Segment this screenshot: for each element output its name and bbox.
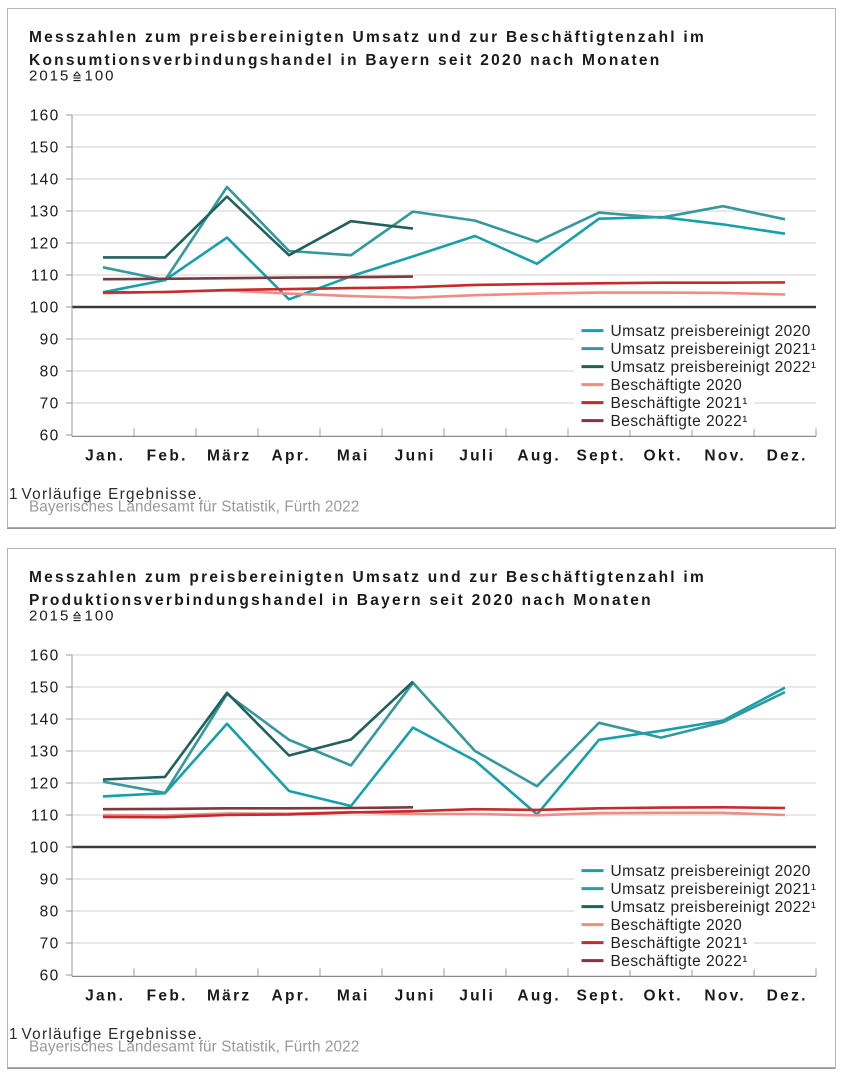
svg-text:1: 1 — [9, 1026, 19, 1043]
svg-text:März: März — [207, 448, 252, 465]
svg-text:Aug.: Aug. — [517, 988, 561, 1005]
svg-text:80: 80 — [40, 363, 60, 380]
svg-text:Juni: Juni — [395, 988, 436, 1005]
svg-text:Beschäftigte 2021¹: Beschäftigte 2021¹ — [611, 395, 748, 412]
svg-text:60: 60 — [40, 967, 60, 984]
svg-text:Nov.: Nov. — [704, 448, 746, 465]
svg-text:Umsatz preisbereinigt 2021¹: Umsatz preisbereinigt 2021¹ — [611, 341, 817, 358]
svg-text:130: 130 — [30, 743, 60, 760]
svg-text:Beschäftigte 2022¹: Beschäftigte 2022¹ — [611, 413, 748, 430]
svg-text:160: 160 — [30, 107, 60, 124]
svg-text:Konsumtionsverbindungshandel i: Konsumtionsverbindungshandel in Bayern s… — [29, 52, 662, 69]
svg-text:70: 70 — [40, 395, 60, 412]
svg-text:120: 120 — [30, 235, 60, 252]
svg-text:100: 100 — [85, 68, 116, 85]
svg-text:Mai: Mai — [337, 988, 370, 1005]
svg-text:Beschäftigte 2020: Beschäftigte 2020 — [611, 917, 743, 934]
svg-text:110: 110 — [31, 807, 60, 824]
svg-text:Umsatz preisbereinigt 2022¹: Umsatz preisbereinigt 2022¹ — [611, 899, 817, 916]
svg-text:Juli: Juli — [459, 988, 495, 1005]
svg-text:Messzahlen zum preisbereinigte: Messzahlen zum preisbereinigten Umsatz u… — [29, 29, 706, 46]
svg-text:1: 1 — [9, 486, 19, 503]
svg-text:Juli: Juli — [459, 448, 495, 465]
svg-text:Jan.: Jan. — [85, 988, 125, 1005]
svg-text:Beschäftigte 2022¹: Beschäftigte 2022¹ — [611, 953, 748, 970]
svg-text:140: 140 — [30, 171, 60, 188]
svg-text:Vorläufige Ergebnisse.: Vorläufige Ergebnisse. — [22, 1026, 204, 1043]
svg-text:160: 160 — [30, 647, 60, 664]
svg-text:Beschäftigte 2021¹: Beschäftigte 2021¹ — [611, 935, 748, 952]
svg-text:90: 90 — [40, 331, 60, 348]
svg-text:Bayerisches Landesamt für Stat: Bayerisches Landesamt für Statistik, Für… — [29, 1039, 359, 1056]
svg-text:90: 90 — [40, 871, 60, 888]
svg-text:Umsatz preisbereinigt 2021¹: Umsatz preisbereinigt 2021¹ — [611, 881, 817, 898]
svg-text:100: 100 — [85, 608, 116, 625]
svg-text:Beschäftigte 2020: Beschäftigte 2020 — [611, 377, 743, 394]
svg-text:110: 110 — [31, 267, 60, 284]
svg-text:Okt.: Okt. — [644, 988, 683, 1005]
svg-text:Produktionsverbindungshandel i: Produktionsverbindungshandel in Bayern s… — [29, 592, 653, 609]
svg-text:Jan.: Jan. — [85, 448, 125, 465]
svg-text:Messzahlen zum preisbereinigte: Messzahlen zum preisbereinigten Umsatz u… — [29, 569, 706, 586]
svg-text:80: 80 — [40, 903, 60, 920]
svg-text:Feb.: Feb. — [147, 448, 188, 465]
svg-text:Okt.: Okt. — [644, 448, 683, 465]
svg-text:100: 100 — [30, 839, 60, 856]
svg-text:Mai: Mai — [337, 448, 370, 465]
svg-text:60: 60 — [40, 427, 60, 444]
svg-text:Vorläufige Ergebnisse.: Vorläufige Ergebnisse. — [22, 486, 204, 503]
svg-text:Apr.: Apr. — [272, 448, 311, 465]
svg-text:Dez.: Dez. — [767, 988, 808, 1005]
svg-text:100: 100 — [30, 299, 60, 316]
svg-text:120: 120 — [30, 775, 60, 792]
svg-text:Umsatz preisbereinigt 2020: Umsatz preisbereinigt 2020 — [611, 323, 811, 340]
svg-text:Dez.: Dez. — [767, 448, 808, 465]
svg-text:Feb.: Feb. — [147, 988, 188, 1005]
svg-text:Nov.: Nov. — [704, 988, 746, 1005]
svg-text:2015: 2015 — [29, 68, 70, 85]
svg-text:70: 70 — [40, 935, 60, 952]
svg-text:Umsatz preisbereinigt 2022¹: Umsatz preisbereinigt 2022¹ — [611, 359, 817, 376]
svg-text:Sept.: Sept. — [576, 988, 625, 1005]
svg-text:150: 150 — [30, 139, 60, 156]
svg-text:Juni: Juni — [395, 448, 436, 465]
svg-text:150: 150 — [30, 679, 60, 696]
svg-text:Sept.: Sept. — [576, 448, 625, 465]
svg-text:140: 140 — [30, 711, 60, 728]
svg-text:Aug.: Aug. — [517, 448, 561, 465]
svg-text:2015: 2015 — [29, 608, 70, 625]
svg-text:Umsatz preisbereinigt 2020: Umsatz preisbereinigt 2020 — [611, 863, 811, 880]
svg-text:Bayerisches Landesamt für Stat: Bayerisches Landesamt für Statistik, Für… — [29, 499, 359, 516]
svg-text:März: März — [207, 988, 252, 1005]
svg-text:Apr.: Apr. — [272, 988, 311, 1005]
svg-text:130: 130 — [30, 203, 60, 220]
